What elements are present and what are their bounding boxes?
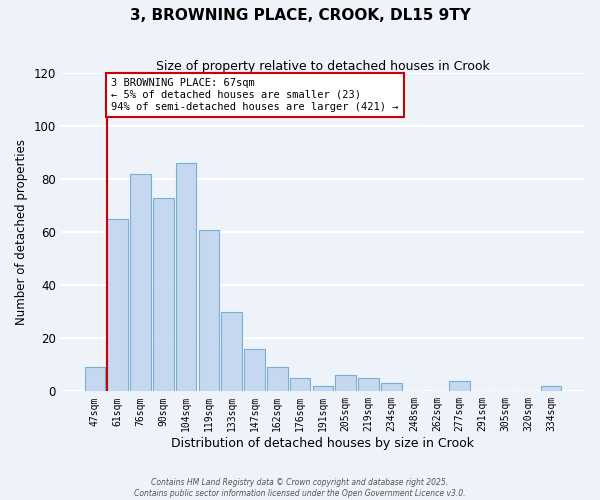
Bar [449, 380, 470, 392]
Bar [153, 198, 173, 392]
Text: 3 BROWNING PLACE: 67sqm
← 5% of detached houses are smaller (23)
94% of semi-det: 3 BROWNING PLACE: 67sqm ← 5% of detached… [111, 78, 398, 112]
Bar [290, 378, 310, 392]
Bar [313, 386, 333, 392]
Text: 3, BROWNING PLACE, CROOK, DL15 9TY: 3, BROWNING PLACE, CROOK, DL15 9TY [130, 8, 470, 22]
Y-axis label: Number of detached properties: Number of detached properties [15, 139, 28, 325]
Bar [267, 368, 287, 392]
Bar [199, 230, 219, 392]
Bar [541, 386, 561, 392]
Bar [176, 163, 196, 392]
Text: Contains HM Land Registry data © Crown copyright and database right 2025.
Contai: Contains HM Land Registry data © Crown c… [134, 478, 466, 498]
Title: Size of property relative to detached houses in Crook: Size of property relative to detached ho… [156, 60, 490, 73]
Bar [335, 376, 356, 392]
Bar [244, 349, 265, 392]
Bar [85, 368, 105, 392]
X-axis label: Distribution of detached houses by size in Crook: Distribution of detached houses by size … [172, 437, 475, 450]
Bar [358, 378, 379, 392]
Bar [221, 312, 242, 392]
Bar [107, 219, 128, 392]
Bar [130, 174, 151, 392]
Bar [381, 384, 401, 392]
